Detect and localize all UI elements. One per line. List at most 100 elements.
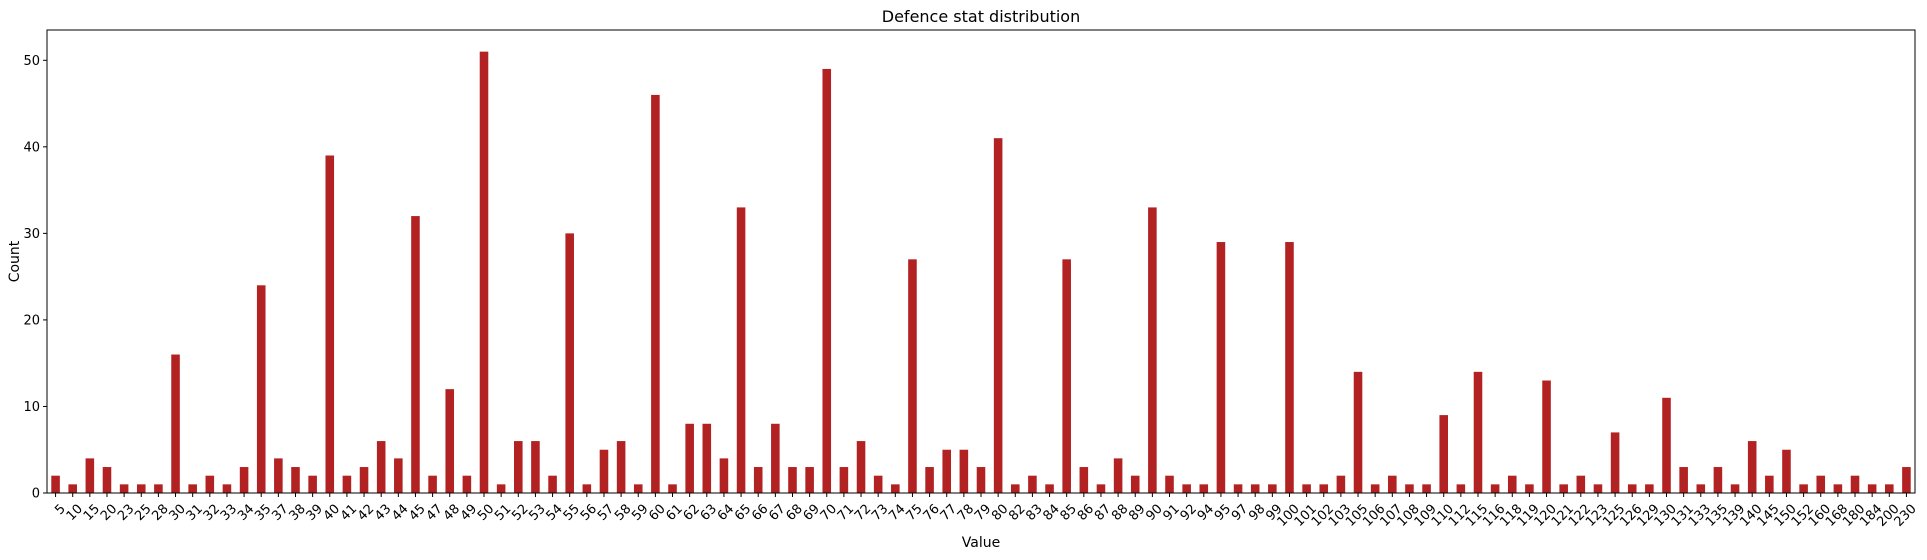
bar-139 <box>1730 484 1740 493</box>
bar-38 <box>291 467 300 493</box>
bar-68 <box>788 467 797 493</box>
bar-200 <box>1885 484 1894 493</box>
y-tick-label: 30 <box>23 227 40 242</box>
bar-90 <box>1148 207 1157 493</box>
bar-140 <box>1747 441 1757 493</box>
bar-79 <box>976 467 986 493</box>
bar-42 <box>359 467 369 493</box>
bar-145 <box>1765 475 1774 493</box>
bar-130 <box>1662 397 1671 493</box>
bar-5 <box>51 475 60 493</box>
bar-160 <box>1816 475 1826 493</box>
bar-80 <box>993 138 1003 493</box>
bar-94 <box>1199 484 1209 493</box>
x-axis-label: Value <box>962 535 1000 551</box>
bar-62 <box>685 423 694 493</box>
bar-73 <box>873 475 883 493</box>
y-ticks: 0 10 20 30 40 50 <box>23 54 47 502</box>
bar-88 <box>1113 458 1123 493</box>
plot-frame <box>46 29 1916 494</box>
bar-71 <box>839 467 849 493</box>
bar-86 <box>1079 467 1089 493</box>
bar-65 <box>736 207 746 493</box>
bar-40 <box>325 155 335 494</box>
bar-61 <box>668 484 677 493</box>
bar-23 <box>119 484 129 493</box>
bar-83 <box>1028 475 1037 493</box>
bar-56 <box>582 484 592 493</box>
bar-126 <box>1627 484 1637 493</box>
bar-51 <box>496 484 506 493</box>
bar-54 <box>548 475 557 493</box>
bar-95 <box>1216 242 1226 493</box>
x-ticks: 5101520232528303132333435373839404142434… <box>52 493 1920 530</box>
bar-230 <box>1902 467 1911 493</box>
y-axis-label: Count <box>7 240 23 282</box>
bar-77 <box>942 449 952 493</box>
bar-32 <box>205 475 215 493</box>
bar-50 <box>479 51 489 493</box>
bar-180 <box>1850 475 1860 493</box>
bar-107 <box>1388 475 1397 493</box>
bar-122 <box>1576 475 1586 493</box>
bar-66 <box>753 467 763 493</box>
bar-108 <box>1405 484 1414 493</box>
bar-121 <box>1559 484 1568 493</box>
bar-85 <box>1062 259 1071 493</box>
bar-49 <box>462 475 472 493</box>
bar-112 <box>1456 484 1466 493</box>
bar-67 <box>771 423 780 493</box>
bar-78 <box>959 449 969 493</box>
chart-title: Defence stat distribution <box>882 7 1080 26</box>
bar-135 <box>1713 467 1723 493</box>
bar-35 <box>256 285 266 493</box>
bar-25 <box>136 484 146 493</box>
bar-152 <box>1799 484 1808 493</box>
bar-92 <box>1182 484 1191 493</box>
bar-87 <box>1096 484 1106 493</box>
bar-123 <box>1593 484 1603 493</box>
bar-43 <box>376 441 386 493</box>
bar-105 <box>1353 371 1363 493</box>
bar-84 <box>1045 484 1054 493</box>
bar-82 <box>1010 484 1020 493</box>
bar-64 <box>719 458 729 493</box>
bar-98 <box>1250 484 1260 493</box>
bar-33 <box>222 484 232 493</box>
bar-70 <box>822 68 832 493</box>
bar-39 <box>308 475 317 493</box>
bar-103 <box>1336 475 1346 493</box>
bar-34 <box>239 467 249 493</box>
bar-116 <box>1490 484 1500 493</box>
bar-30 <box>171 354 180 493</box>
bar-133 <box>1696 484 1706 493</box>
bar-57 <box>599 449 609 493</box>
bar-48 <box>445 389 455 493</box>
y-tick-label: 0 <box>32 487 40 502</box>
bar-69 <box>805 467 814 493</box>
bar-15 <box>85 458 95 493</box>
bar-120 <box>1542 380 1551 493</box>
bar-131 <box>1679 467 1688 493</box>
bar-97 <box>1233 484 1243 493</box>
bar-47 <box>428 475 437 493</box>
bar-125 <box>1610 432 1620 493</box>
bar-118 <box>1507 475 1517 493</box>
bar-100 <box>1285 242 1294 493</box>
bar-91 <box>1165 475 1174 493</box>
bar-41 <box>342 475 352 493</box>
bar-59 <box>633 484 643 493</box>
bar-37 <box>274 458 283 493</box>
y-tick-label: 50 <box>23 54 40 69</box>
y-tick-label: 10 <box>23 400 40 415</box>
bar-28 <box>154 484 163 493</box>
bar-109 <box>1422 484 1431 493</box>
bar-58 <box>616 441 626 493</box>
bar-150 <box>1782 449 1791 493</box>
bar-101 <box>1302 484 1311 493</box>
bar-168 <box>1833 484 1843 493</box>
bar-115 <box>1473 371 1483 493</box>
y-tick-label: 20 <box>23 313 40 328</box>
bar-20 <box>102 467 112 493</box>
